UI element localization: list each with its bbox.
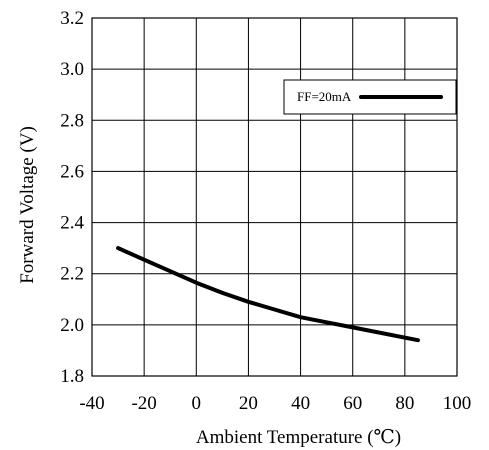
x-tick-label: -40 [79, 393, 104, 414]
x-tick-label: 80 [395, 393, 414, 414]
x-tick-label: 20 [239, 393, 258, 414]
y-axis-title: Forward Voltage (V) [17, 126, 38, 284]
legend-label: FF=20mA [297, 89, 352, 104]
y-tick-labels: 1.8 2.0 2.2 2.4 2.6 2.8 3.0 3.2 [60, 8, 84, 387]
x-tick-label: -20 [131, 393, 156, 414]
series-line [116, 246, 420, 343]
y-tick-label: 1.8 [60, 366, 84, 387]
legend: FF=20mA [283, 79, 457, 115]
y-tick-label: 2.6 [60, 161, 84, 182]
y-tick-label: 3.0 [60, 59, 84, 80]
x-tick-label: 100 [443, 393, 472, 414]
x-tick-label: 60 [343, 393, 362, 414]
y-tick-label: 2.4 [60, 213, 84, 234]
y-tick-label: 2.8 [60, 110, 84, 131]
x-tick-labels: -40 -20 0 20 40 60 80 100 [79, 393, 471, 414]
grid [91, 17, 458, 377]
plot-frame [91, 17, 458, 377]
y-tick-label: 2.0 [60, 315, 84, 336]
x-tick-label: 40 [291, 393, 310, 414]
x-tick-label: 0 [192, 393, 202, 414]
y-tick-label: 2.2 [60, 264, 84, 285]
y-tick-label: 3.2 [60, 8, 84, 29]
series-layer [116, 246, 420, 343]
x-axis-title: Ambient Temperature (℃) [196, 427, 401, 448]
